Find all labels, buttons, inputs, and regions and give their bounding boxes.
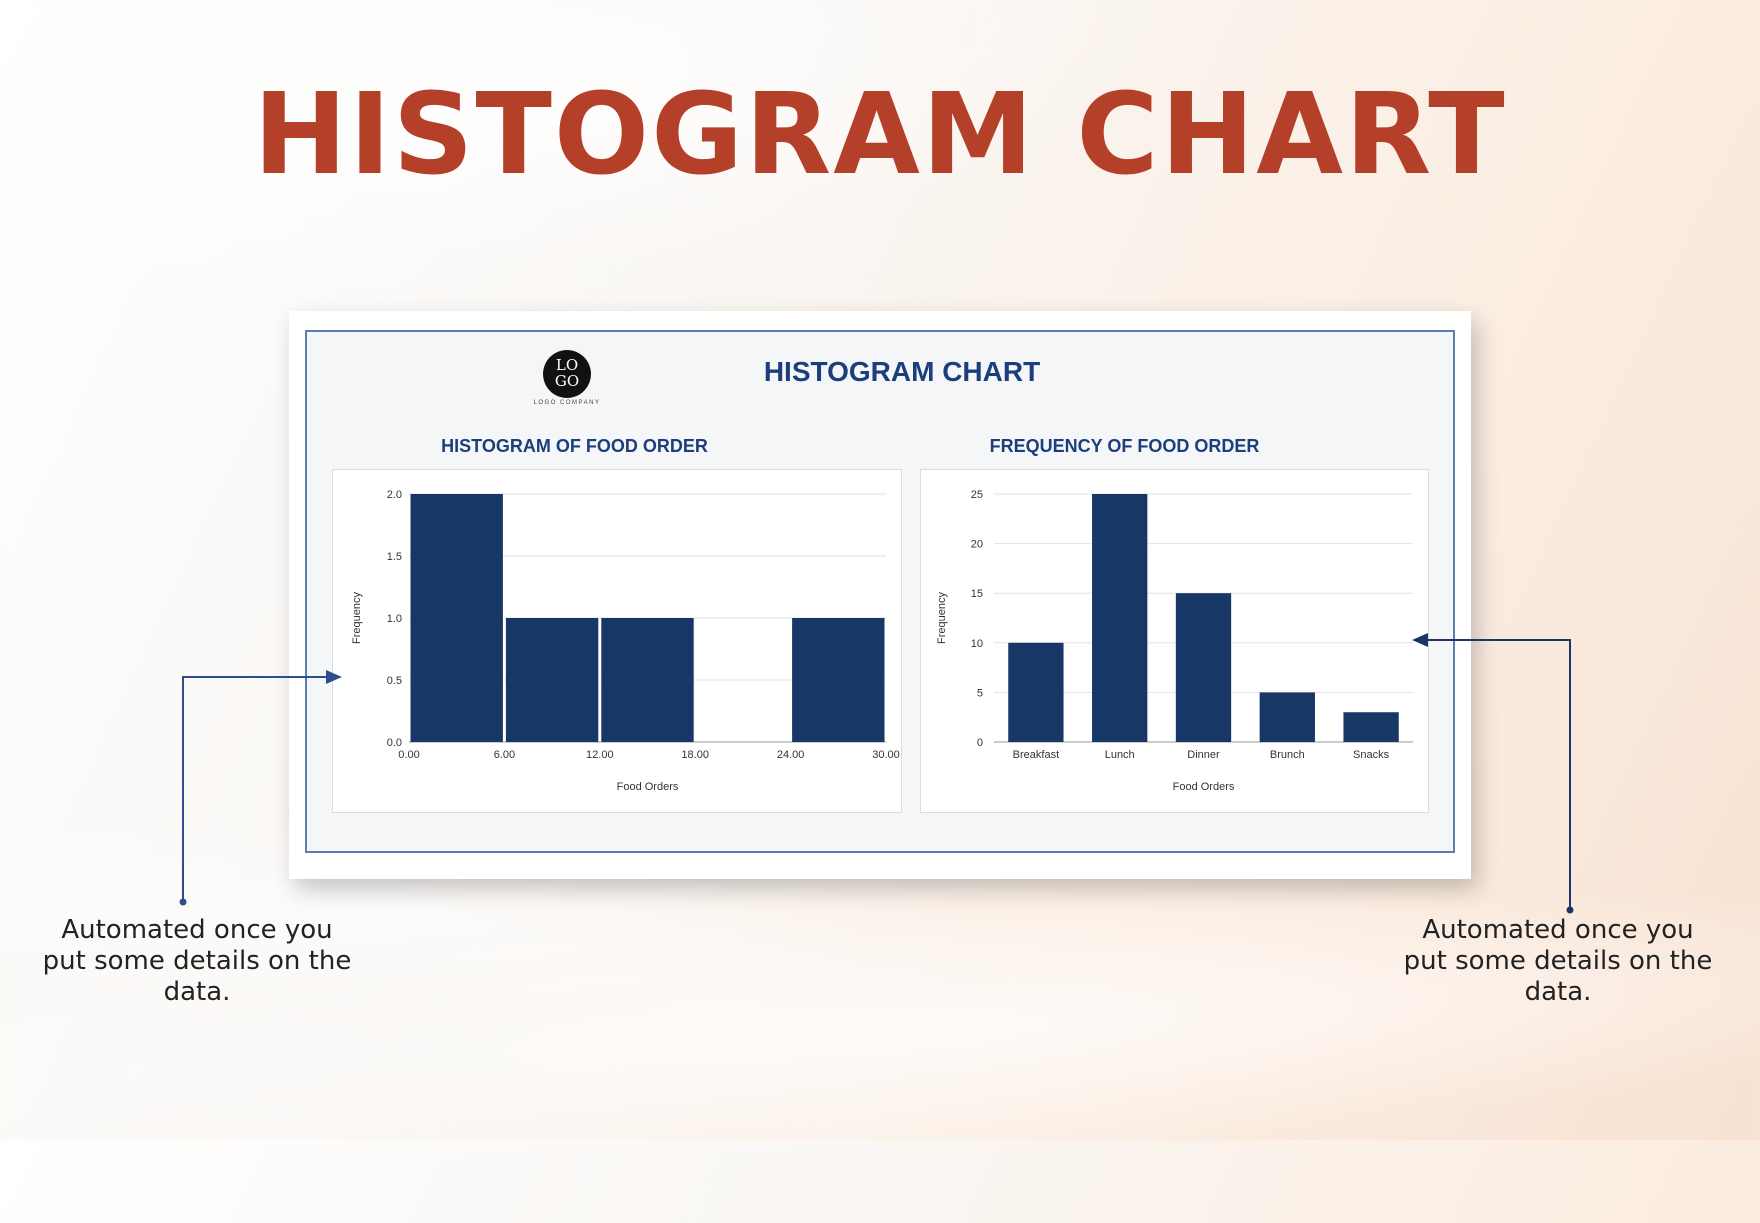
y-tick-label: 20 xyxy=(971,539,983,551)
x-tick-label: 0.00 xyxy=(398,749,419,761)
page-title: HISTOGRAM CHART xyxy=(253,70,1507,200)
left-callout-dot xyxy=(179,898,187,906)
y-tick-label: 0.5 xyxy=(387,675,402,687)
y-axis-label: Frequency xyxy=(936,592,948,644)
frequency-chart: 0 5 10 15 20 25 Breakfast Lunch Dinner Brunch Snac… xyxy=(936,489,1413,793)
y-tick-label: 0 xyxy=(977,737,983,749)
card-title: HISTOGRAM CHART xyxy=(763,356,1041,387)
x-tick-label: Dinner xyxy=(1187,749,1220,761)
x-tick-label: Lunch xyxy=(1105,749,1135,761)
histogram-bar xyxy=(505,618,599,742)
histogram-bar xyxy=(410,494,503,742)
x-axis-label: Food Orders xyxy=(617,781,679,793)
right-callout-line xyxy=(1420,639,1571,910)
y-tick-label: 10 xyxy=(971,638,983,650)
chart-card-inner: LO GO LOGO COMPANY HISTOGRAM CHART HISTOG… xyxy=(305,330,1455,853)
histogram-panel: 0.0 0.5 1.0 1.5 2.0 0.00 6.00 12.00 18.00 24.00 30… xyxy=(332,469,902,813)
left-callout-line xyxy=(182,676,334,902)
x-tick-label: Breakfast xyxy=(1013,749,1059,761)
y-axis-label: Frequency xyxy=(351,592,363,644)
logo-badge: LO GO xyxy=(543,350,591,398)
x-tick-label: Brunch xyxy=(1270,749,1305,761)
y-tick-label: 2.0 xyxy=(387,489,402,501)
right-callout-dot xyxy=(1566,906,1574,914)
histogram-title: HISTOGRAM OF FOOD ORDER xyxy=(441,436,708,456)
histogram-chart: 0.0 0.5 1.0 1.5 2.0 0.00 6.00 12.00 18.00 24.00 30… xyxy=(351,489,900,793)
x-tick-label: Snacks xyxy=(1353,749,1390,761)
x-tick-label: 12.00 xyxy=(586,749,614,761)
category-bar xyxy=(1343,712,1399,742)
logo-company-text: LOGO COMPANY xyxy=(533,400,601,406)
left-callout-text: Automated once you put some details on t… xyxy=(42,915,352,1007)
histogram-bar xyxy=(792,618,885,742)
category-bar xyxy=(1008,642,1064,742)
x-tick-label: 30.00 xyxy=(872,749,900,761)
y-tick-label: 1.5 xyxy=(387,551,402,563)
x-tick-label: 6.00 xyxy=(494,749,515,761)
chart-card: LO GO LOGO COMPANY HISTOGRAM CHART HISTOG… xyxy=(289,311,1471,879)
frequency-title: FREQUENCY OF FOOD ORDER xyxy=(989,436,1260,456)
y-tick-label: 15 xyxy=(971,588,983,600)
left-arrow-icon xyxy=(326,670,342,684)
category-bar xyxy=(1175,593,1232,742)
y-tick-label: 5 xyxy=(977,687,983,699)
callout-arrows xyxy=(179,633,1574,914)
y-tick-label: 0.0 xyxy=(387,737,402,749)
category-bar xyxy=(1092,494,1148,742)
right-callout-text: Automated once you put some details on t… xyxy=(1403,915,1713,1007)
y-tick-label: 1.0 xyxy=(387,613,402,625)
category-bar xyxy=(1259,692,1315,742)
x-tick-label: 18.00 xyxy=(681,749,709,761)
histogram-bar xyxy=(601,618,694,742)
x-axis-label: Food Orders xyxy=(1173,781,1235,793)
frequency-panel: 0 5 10 15 20 25 Breakfast Lunch Dinner Brunch Snac… xyxy=(920,469,1429,813)
x-tick-label: 24.00 xyxy=(777,749,805,761)
right-arrow-icon xyxy=(1412,633,1428,647)
y-tick-label: 25 xyxy=(971,489,983,501)
